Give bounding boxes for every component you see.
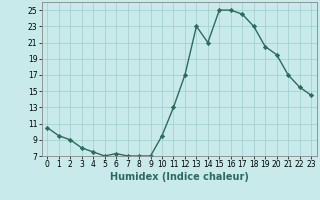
X-axis label: Humidex (Indice chaleur): Humidex (Indice chaleur)	[110, 172, 249, 182]
